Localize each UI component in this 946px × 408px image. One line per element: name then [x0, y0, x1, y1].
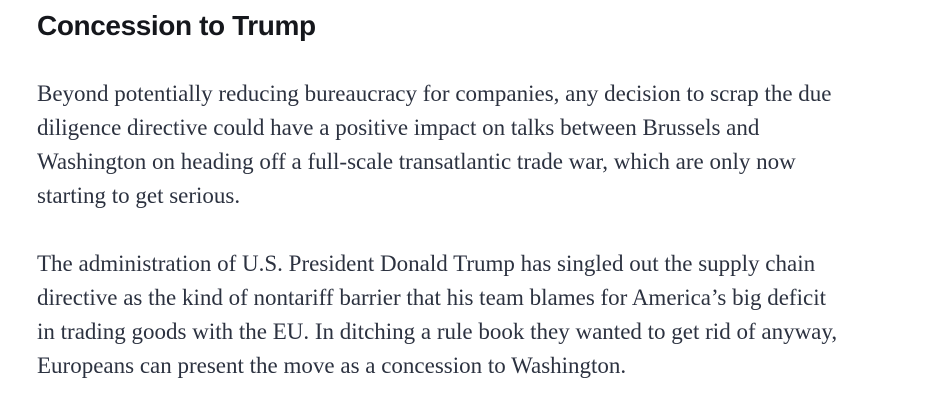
text-line: starting to get serious.	[37, 183, 241, 208]
text-line: Europeans can present the move as a conc…	[37, 353, 627, 378]
text-line: directive as the kind of nontariff barri…	[37, 285, 826, 310]
text-line: The administration of U.S. President Don…	[37, 251, 816, 276]
paragraph: Beyond potentially reducing bureaucracy …	[37, 77, 916, 213]
text-line: in trading goods with the EU. In ditchin…	[37, 319, 838, 344]
article-body: Concession to Trump Beyond potentially r…	[37, 10, 916, 383]
text-line: Washington on heading off a full-scale t…	[37, 149, 796, 174]
paragraph: The administration of U.S. President Don…	[37, 247, 916, 383]
text-line: Beyond potentially reducing bureaucracy …	[37, 81, 832, 106]
article-heading: Concession to Trump	[37, 10, 316, 41]
text-line: diligence directive could have a positiv…	[37, 115, 760, 140]
